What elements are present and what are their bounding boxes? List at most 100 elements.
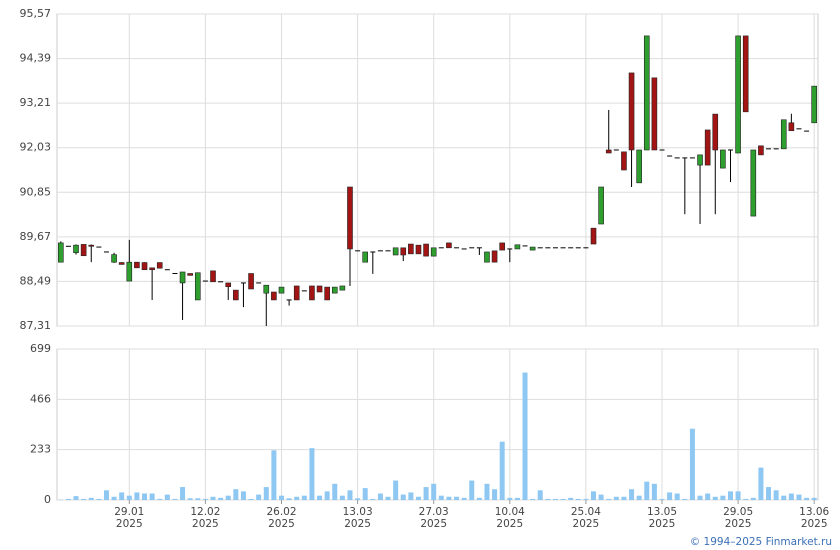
candle-body (248, 273, 254, 290)
volume-bar (172, 498, 178, 500)
candle-body (651, 77, 658, 151)
volume-bar (674, 493, 680, 500)
volume-bar (370, 498, 376, 500)
candle-body (80, 244, 87, 257)
candle-body (88, 244, 95, 247)
volume-bar (811, 497, 817, 500)
candle-body (347, 186, 353, 250)
volume-bar (591, 491, 597, 500)
candle-body (271, 291, 277, 301)
volume-bar (750, 497, 756, 500)
volume-bar (111, 496, 117, 500)
volume-bar (438, 495, 444, 500)
candle-body (750, 149, 757, 217)
volume-bar (697, 495, 703, 500)
candle-body (392, 247, 399, 256)
volume-bar (575, 498, 581, 500)
candle-body (446, 242, 452, 249)
candle-body (636, 149, 642, 184)
candle-body (491, 250, 498, 263)
volume-bar (362, 488, 368, 500)
candle-body (278, 286, 285, 294)
candle-body (788, 122, 795, 132)
y-tick-label: 0 (44, 493, 51, 506)
volume-bar (469, 480, 475, 500)
candle-body (514, 244, 521, 250)
volume-bar (727, 491, 733, 500)
volume-bar (332, 483, 338, 500)
candle-body (293, 285, 300, 301)
volume-bar (499, 441, 505, 500)
volume-bar (286, 498, 292, 500)
volume-bar (583, 498, 589, 500)
volume-bar (339, 495, 345, 500)
volume-bar (492, 489, 498, 500)
x-tick-label: 13.05 2025 (646, 506, 678, 530)
volume-bar (164, 494, 170, 500)
candle-body (811, 85, 817, 124)
volume-bar (278, 495, 284, 500)
plot-area (56, 13, 819, 327)
volume-bar (355, 498, 361, 500)
volume-bar (522, 372, 528, 500)
volume-bar (157, 498, 163, 500)
x-tick-label: 10.04 2025 (494, 506, 525, 530)
volume-bar (788, 493, 794, 500)
volume-bar (720, 495, 726, 500)
candle-body (720, 149, 726, 169)
candle-body (141, 262, 148, 271)
volume-bar (309, 448, 315, 500)
candle-body (499, 242, 505, 251)
volume-bar (560, 498, 566, 500)
volume-bar (377, 493, 383, 500)
volume-bar (606, 498, 612, 500)
volume-bar (598, 494, 604, 500)
volume-bar (271, 450, 277, 500)
y-tick-label: 94,39 (20, 52, 52, 65)
volume-bar (689, 428, 695, 500)
volume-bar (180, 487, 186, 500)
volume-bar (415, 496, 421, 500)
volume-bar (682, 498, 688, 500)
y-tick-label: 95,57 (20, 7, 52, 20)
volume-bar (149, 493, 155, 500)
candle-body (484, 251, 490, 263)
x-tick-label: 12.02 2025 (190, 506, 221, 530)
volume-bar (629, 489, 635, 500)
candle-body (605, 149, 612, 154)
x-tick-label: 27.03 2025 (418, 506, 449, 530)
candle-body (309, 285, 315, 301)
candle-body (704, 129, 711, 166)
volume-bar (347, 490, 353, 500)
volume-bar (65, 498, 71, 500)
y-tick-label: 699 (30, 342, 51, 355)
y-tick-label: 233 (30, 443, 51, 456)
volume-bar (187, 498, 193, 500)
volume-bar (446, 496, 452, 500)
volume-bar (324, 491, 330, 500)
candle-body (111, 254, 117, 263)
y-tick-label: 90,85 (20, 185, 52, 198)
volume-bar (195, 498, 201, 500)
y-tick-label: 87,31 (20, 319, 52, 332)
volume-bar (103, 490, 109, 500)
candle-body (735, 35, 741, 154)
volume-bar (613, 496, 619, 500)
candle-body (156, 262, 163, 269)
volume-bar (804, 497, 810, 500)
volume-bar (530, 498, 536, 500)
candle-body (263, 284, 270, 294)
candle-body (628, 72, 635, 151)
volume-bar (119, 492, 125, 500)
volume-bar (301, 495, 307, 500)
volume-bar (431, 483, 437, 500)
candle-body (73, 244, 79, 254)
candle-body (187, 273, 193, 276)
volume-bar (568, 497, 574, 500)
volume-bar (408, 492, 414, 500)
candle-body (621, 151, 627, 171)
volume-bar (796, 494, 802, 500)
candle-body (423, 243, 429, 257)
volume-bar (233, 489, 239, 500)
